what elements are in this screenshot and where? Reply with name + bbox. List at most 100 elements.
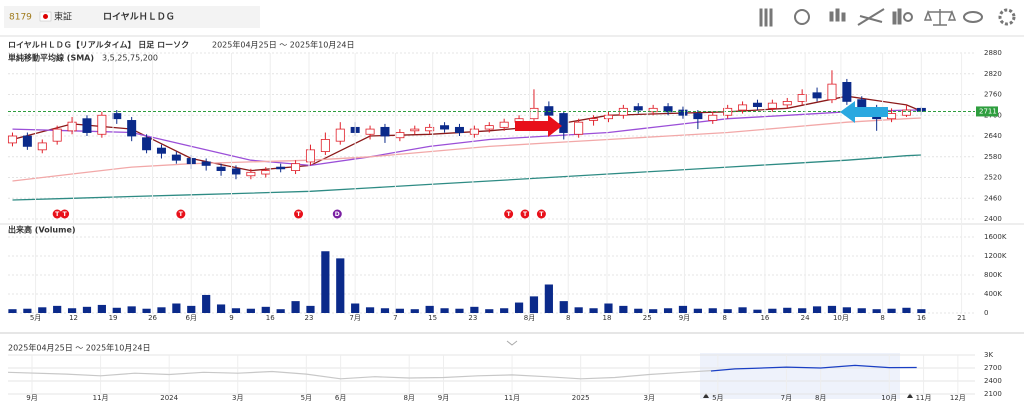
candle-body	[693, 113, 703, 120]
volume-title: 出来高 (Volume)	[8, 225, 76, 235]
x-tick-label: 8月	[403, 394, 414, 402]
volume-bar	[574, 307, 583, 313]
candle-body	[469, 128, 479, 135]
volume-bar	[306, 305, 315, 313]
tool-draw[interactable]	[857, 8, 885, 26]
volume-bar	[693, 308, 702, 313]
volume-bar	[827, 305, 837, 313]
event-marker	[52, 209, 62, 219]
plots: 2400246025202580264027002760282028802711…	[7, 49, 1007, 402]
volume-bar	[470, 306, 479, 313]
volume-bar	[112, 307, 121, 313]
volume-bar	[798, 308, 807, 313]
volume-bar	[321, 251, 330, 313]
volume-bar	[514, 302, 524, 313]
x-tick-label: 5月	[30, 314, 41, 322]
tool-clock[interactable]	[794, 9, 810, 25]
candle-body	[901, 109, 911, 116]
x-tick-label: 16	[917, 314, 926, 322]
y-tick-label: 2460	[984, 194, 1002, 202]
event-marker	[294, 209, 304, 219]
current-price-box	[976, 106, 998, 117]
event-marker	[504, 209, 514, 219]
event-marker	[176, 209, 186, 219]
volume-bar	[172, 303, 181, 313]
tool-search[interactable]	[892, 8, 913, 25]
candle-body	[887, 113, 897, 120]
volume-bar	[142, 308, 151, 313]
y-tick-label: 0	[984, 309, 988, 317]
market: 東証	[54, 11, 72, 23]
x-tick-label: 6月	[186, 314, 197, 322]
volume-bar	[67, 308, 77, 313]
volume-bar	[291, 301, 300, 313]
series-line	[7, 370, 712, 380]
candle-body	[320, 139, 330, 152]
candle-body	[335, 128, 345, 142]
x-tick-label: 11月	[916, 394, 932, 402]
volume-bar	[425, 305, 434, 313]
event-label: T	[179, 211, 184, 218]
candle-body	[37, 142, 47, 151]
candle-body	[574, 121, 584, 135]
candle-body	[782, 101, 792, 106]
volume-bar	[410, 309, 419, 313]
volume-bar	[500, 308, 509, 313]
x-tick-label: 24	[801, 314, 810, 322]
x-tick-label: 11月	[93, 394, 109, 402]
flag-sun	[43, 14, 48, 19]
tool-candles[interactable]	[829, 8, 846, 22]
volume-bar	[708, 308, 717, 313]
candle-body	[231, 168, 241, 175]
candle-body	[544, 106, 554, 116]
y-tick-label: 800K	[984, 271, 1002, 279]
volume-bar	[634, 308, 643, 313]
x-tick-label: 12	[69, 314, 78, 322]
volume-bar	[38, 307, 47, 313]
x-tick-label: 2024	[160, 394, 178, 402]
event-label: D	[335, 211, 340, 218]
x-tick-label: 8月	[815, 394, 826, 402]
volume-bar	[336, 258, 345, 313]
x-tick-label: 9月	[679, 314, 690, 322]
series-line	[12, 109, 922, 167]
x-tick-label: 26	[148, 314, 157, 322]
candle-body	[291, 163, 301, 171]
tool-settings[interactable]	[998, 8, 1016, 26]
x-tick-label: 6月	[335, 394, 346, 402]
blue-arrow	[840, 101, 888, 123]
volume-bar	[202, 294, 211, 313]
toolbar	[759, 8, 1016, 27]
candle-body	[112, 113, 122, 120]
candle-body	[156, 147, 166, 154]
volume-bar	[187, 305, 196, 313]
tool-eye[interactable]	[963, 11, 983, 23]
event-marker	[60, 209, 70, 219]
series-line	[12, 95, 922, 172]
current-price-label: 2711	[979, 107, 997, 115]
volume-bar	[97, 304, 106, 313]
tool-balance[interactable]	[923, 9, 957, 26]
header: 8179 東証 ロイヤルＨＬＤＧ	[0, 0, 1024, 37]
x-tick-label: 7月	[349, 314, 360, 322]
event-label: T	[539, 211, 544, 218]
volume-bar	[365, 307, 375, 313]
y-tick-label: 2700	[984, 364, 1002, 372]
candle-body	[201, 161, 211, 166]
indicator-label: 単純移動平均線 (SMA)	[8, 53, 94, 63]
collapse-toggle[interactable]	[506, 340, 518, 346]
x-tick-label: 9	[229, 314, 233, 322]
y-tick-label: 2580	[984, 153, 1002, 161]
chart-title: ロイヤルＨＬＤＧ【リアルタイム】 日足 ローソク	[8, 40, 189, 50]
volume-bar	[380, 308, 390, 313]
y-tick-label: 2400	[984, 215, 1002, 223]
x-tick-label: 8	[880, 314, 884, 322]
volume-bar	[768, 308, 777, 313]
volume-bar	[216, 304, 226, 313]
navigator-window[interactable]	[700, 353, 900, 399]
y-tick-label: 2400	[984, 377, 1002, 385]
candle-body	[305, 149, 315, 163]
tool-bars[interactable]	[759, 8, 773, 27]
